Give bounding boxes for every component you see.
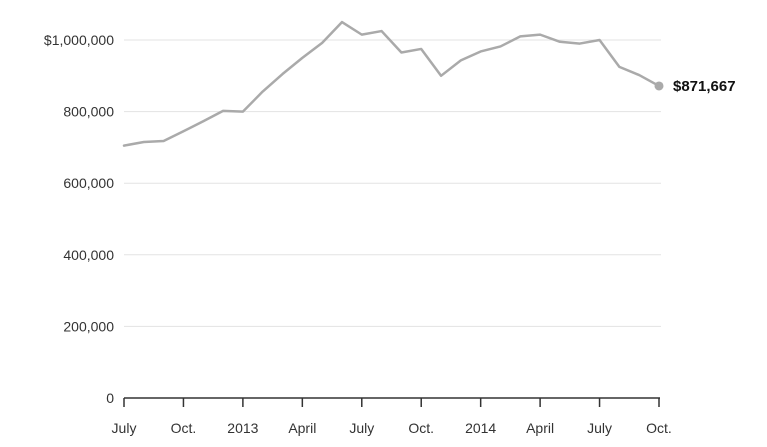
y-tick-label: 600,000 [63, 175, 114, 191]
series-line [122, 20, 661, 147]
x-tick-label: 2014 [465, 420, 496, 436]
y-tick-label: 400,000 [63, 247, 114, 263]
y-tick-label: 0 [106, 390, 114, 406]
x-tick-label: 2013 [227, 420, 258, 436]
series-layer [122, 20, 661, 147]
y-axis: 0 200,000 400,000 600,000 800,000 $1,000,000 [44, 32, 114, 406]
x-tick-label: Oct. [646, 420, 672, 436]
gridlines [124, 39, 661, 327]
x-tick-label: April [288, 420, 316, 436]
end-value-label: $871,667 [673, 78, 736, 95]
y-tick-label: $1,000,000 [44, 32, 114, 48]
x-tick-label: July [349, 420, 374, 436]
x-tick-label: April [526, 420, 554, 436]
x-axis: July Oct. 2013 April July Oct. 2014 April July Oc… [112, 397, 672, 436]
x-tick-label: July [587, 420, 612, 436]
x-tick-label: Oct. [171, 420, 197, 436]
y-tick-label: 200,000 [63, 318, 114, 334]
annotation-layer: $871,667 [654, 78, 736, 95]
end-point-marker [654, 81, 664, 91]
x-tick-label: July [112, 420, 137, 436]
x-tick-label: Oct. [408, 420, 434, 436]
y-tick-label: 800,000 [63, 104, 114, 120]
